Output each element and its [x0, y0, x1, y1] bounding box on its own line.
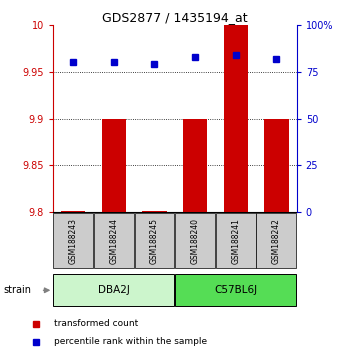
Bar [135, 213, 174, 268]
Bar [53, 274, 174, 306]
Text: GSM188244: GSM188244 [109, 218, 118, 264]
Bar [53, 213, 93, 268]
Bar [256, 213, 296, 268]
Text: GSM188242: GSM188242 [272, 218, 281, 264]
Bar [94, 213, 134, 268]
Bar [175, 274, 296, 306]
Text: GSM188241: GSM188241 [231, 218, 240, 264]
Bar [264, 119, 288, 212]
Bar [175, 213, 215, 268]
Text: GSM188245: GSM188245 [150, 218, 159, 264]
Bar [183, 119, 207, 212]
Bar [216, 213, 256, 268]
Bar [142, 211, 167, 212]
Bar [224, 25, 248, 212]
Text: DBA2J: DBA2J [98, 285, 130, 295]
Text: strain: strain [3, 285, 31, 295]
Text: percentile rank within the sample: percentile rank within the sample [54, 337, 207, 346]
Bar [61, 211, 85, 212]
Bar [102, 119, 126, 212]
Text: GSM188240: GSM188240 [191, 218, 199, 264]
Title: GDS2877 / 1435194_at: GDS2877 / 1435194_at [102, 11, 248, 24]
Text: GSM188243: GSM188243 [69, 218, 78, 264]
Text: C57BL6J: C57BL6J [214, 285, 257, 295]
Text: transformed count: transformed count [54, 319, 138, 329]
